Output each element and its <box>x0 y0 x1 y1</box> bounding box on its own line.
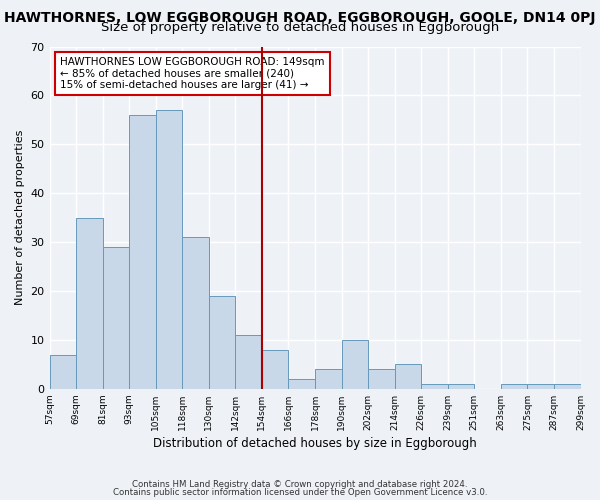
Bar <box>421 384 448 389</box>
Bar <box>448 384 475 389</box>
Text: Contains HM Land Registry data © Crown copyright and database right 2024.: Contains HM Land Registry data © Crown c… <box>132 480 468 489</box>
Bar <box>527 384 554 389</box>
Bar <box>368 370 395 389</box>
Bar <box>103 247 129 389</box>
X-axis label: Distribution of detached houses by size in Eggborough: Distribution of detached houses by size … <box>153 437 477 450</box>
Bar <box>50 354 76 389</box>
Bar <box>235 335 262 389</box>
Text: HAWTHORNES LOW EGGBOROUGH ROAD: 149sqm
← 85% of detached houses are smaller (240: HAWTHORNES LOW EGGBOROUGH ROAD: 149sqm ←… <box>60 57 325 90</box>
Text: Size of property relative to detached houses in Eggborough: Size of property relative to detached ho… <box>101 22 499 35</box>
Bar <box>209 296 235 389</box>
Y-axis label: Number of detached properties: Number of detached properties <box>15 130 25 306</box>
Bar <box>395 364 421 389</box>
Bar <box>554 384 581 389</box>
Bar <box>289 379 315 389</box>
Bar <box>262 350 289 389</box>
Bar <box>76 218 103 389</box>
Bar <box>129 115 156 389</box>
Bar <box>156 110 182 389</box>
Bar <box>341 340 368 389</box>
Bar <box>182 237 209 389</box>
Text: Contains public sector information licensed under the Open Government Licence v3: Contains public sector information licen… <box>113 488 487 497</box>
Bar <box>501 384 527 389</box>
Bar <box>315 370 341 389</box>
Text: HAWTHORNES, LOW EGGBOROUGH ROAD, EGGBOROUGH, GOOLE, DN14 0PJ: HAWTHORNES, LOW EGGBOROUGH ROAD, EGGBORO… <box>4 11 596 25</box>
